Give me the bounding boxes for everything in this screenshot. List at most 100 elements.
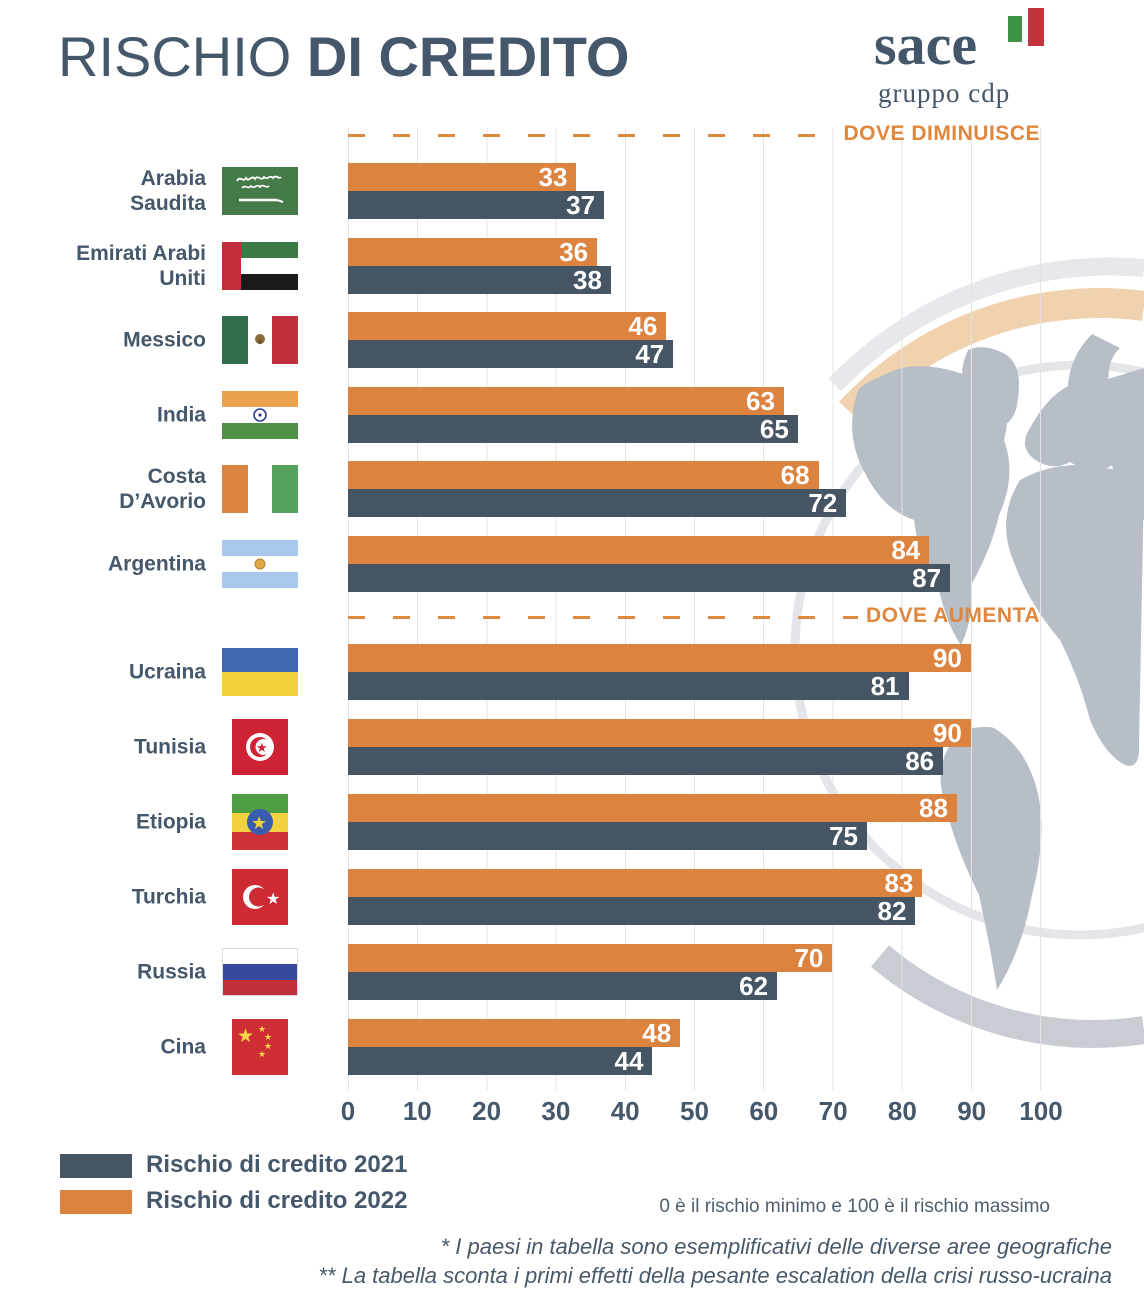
bar-value-2021: 72 (808, 488, 838, 518)
bar-value-2022: 33 (538, 162, 568, 192)
country-label: Etiopia (135, 810, 206, 834)
bar-2022: 90 (348, 644, 971, 672)
legend-swatch-2022 (60, 1190, 132, 1214)
bar-2022: 68 (348, 461, 819, 489)
bar-value-2022: 83 (884, 868, 914, 898)
sace-logo-subtitle: gruppo cdp (878, 78, 1011, 108)
country-label: Argentina (107, 552, 206, 576)
svg-text:★: ★ (258, 1025, 266, 1035)
flag-etiopia-icon: ★ (232, 794, 288, 850)
country-label: Turchia (131, 885, 206, 909)
bar-2021: 86 (348, 746, 944, 776)
x-tick-label: 70 (818, 1096, 848, 1126)
bar-value-2022: 63 (746, 386, 775, 416)
country-label: Russia (137, 960, 206, 984)
country-row: Etiopia ★ 88 75 (0, 794, 1144, 850)
bar-2021: 72 (348, 488, 847, 518)
country-label: Costa D’Avorio (119, 465, 206, 513)
bar-value-2021: 37 (566, 190, 596, 220)
country-row: Tunisia ★ 90 86 (0, 719, 1144, 775)
bar-value-2022: 70 (794, 943, 824, 973)
bar-2021: 65 (348, 415, 798, 443)
bar-2021: 82 (348, 896, 916, 926)
country-label: Arabia Saudita (130, 167, 206, 215)
bar-2021: 87 (348, 563, 951, 593)
country-label: Tunisia (134, 735, 206, 759)
decrease-divider-line (348, 134, 836, 137)
country-row: India 63 65 (0, 387, 1144, 443)
title-normal: RISCHIO (58, 25, 307, 88)
country-row: Emirati Arabi Uniti 36 38 (0, 238, 1144, 294)
bar-value-2021: 38 (573, 265, 602, 295)
bar-value-2021: 86 (905, 746, 935, 776)
flag-cina-icon: ★ ★ ★ ★ ★ (232, 1019, 288, 1075)
bar-2022: 36 (348, 237, 598, 267)
footnotes: * I paesi in tabella sono esemplificativ… (62, 1232, 1112, 1290)
country-label: Messico (123, 328, 206, 352)
flag-india-icon (222, 391, 298, 439)
legend-label-2022: Rischio di credito 2022 (146, 1187, 408, 1214)
italy-flag-green-bar-icon (1008, 16, 1022, 42)
bar-value-2022: 48 (642, 1018, 672, 1048)
x-tick-label: 100 (1019, 1096, 1063, 1126)
flag-costa-davorio-icon (222, 465, 298, 513)
x-tick-label: 10 (402, 1096, 432, 1126)
flag-argentina-icon (222, 540, 298, 588)
bar-2021: 38 (348, 266, 611, 294)
legend-swatch-2021 (60, 1154, 132, 1178)
country-row: Arabia Saudita 33 37 (0, 163, 1144, 219)
country-row: Cina ★ ★ ★ ★ ★ 48 44 (0, 1019, 1144, 1075)
bar-2022: 70 (348, 943, 833, 973)
flag-tunisia-icon: ★ (232, 719, 288, 775)
svg-text:★: ★ (237, 1025, 254, 1047)
country-row: Argentina 84 87 (0, 536, 1144, 592)
bar-value-2021: 65 (759, 414, 789, 444)
svg-text:★: ★ (256, 741, 268, 756)
bar-value-2022: 88 (919, 793, 948, 823)
bar-2021: 75 (348, 822, 867, 850)
flag-emirati-arabi-uniti-icon (222, 242, 298, 290)
increase-section-label: DOVE AUMENTA (866, 604, 1040, 627)
bar-value-2021: 75 (829, 821, 858, 851)
country-label: Ucraina (128, 660, 206, 684)
bar-value-2021: 81 (870, 671, 900, 701)
x-tick-label: 40 (610, 1096, 640, 1126)
bar-value-2022: 68 (780, 460, 810, 490)
svg-text:★: ★ (258, 1050, 266, 1060)
bar-2022: 46 (348, 312, 667, 340)
x-tick-label: 0 (340, 1096, 356, 1126)
x-tick-label: 50 (680, 1096, 709, 1126)
legend-label-2021: Rischio di credito 2021 (146, 1151, 408, 1178)
title-bold: DI CREDITO (306, 25, 630, 88)
country-row: Russia 70 62 (0, 944, 1144, 1000)
country-label: India (156, 403, 206, 427)
flag-russia-icon (222, 948, 298, 996)
x-tick-label: 20 (472, 1096, 502, 1126)
country-row: Messico 46 47 (0, 312, 1144, 368)
bar-2021: 37 (348, 190, 605, 220)
country-row: Costa D’Avorio 68 72 (0, 461, 1144, 517)
bar-2022: 90 (348, 719, 971, 747)
decrease-section-label: DOVE DIMINUISCE (843, 122, 1040, 145)
bar-value-2021: 87 (912, 563, 942, 593)
bar-2022: 63 (348, 387, 784, 415)
flag-messico-icon (222, 316, 298, 364)
country-row: Ucraina 90 81 (0, 644, 1144, 700)
bar-value-2022: 84 (891, 535, 921, 565)
bar-value-2021: 62 (739, 971, 769, 1001)
x-tick-label: 60 (749, 1096, 779, 1126)
scale-note: 0 è il rischio minimo e 100 è il rischio… (659, 1196, 1050, 1217)
bar-value-2022: 36 (559, 237, 589, 267)
country-row: Turchia ★ 83 82 (0, 869, 1144, 925)
increase-divider-line (348, 616, 858, 619)
svg-text:★: ★ (251, 813, 267, 834)
bar-2021: 44 (348, 1046, 653, 1076)
country-label: Emirati Arabi Uniti (76, 242, 206, 290)
italy-flag-red-bar-icon (1028, 8, 1044, 46)
flag-arabia-saudita-icon (222, 167, 298, 215)
svg-text:★: ★ (264, 1033, 272, 1043)
flag-ucraina-icon (222, 648, 298, 696)
bar-value-2021: 82 (877, 896, 907, 926)
bar-value-2021: 44 (614, 1046, 644, 1076)
